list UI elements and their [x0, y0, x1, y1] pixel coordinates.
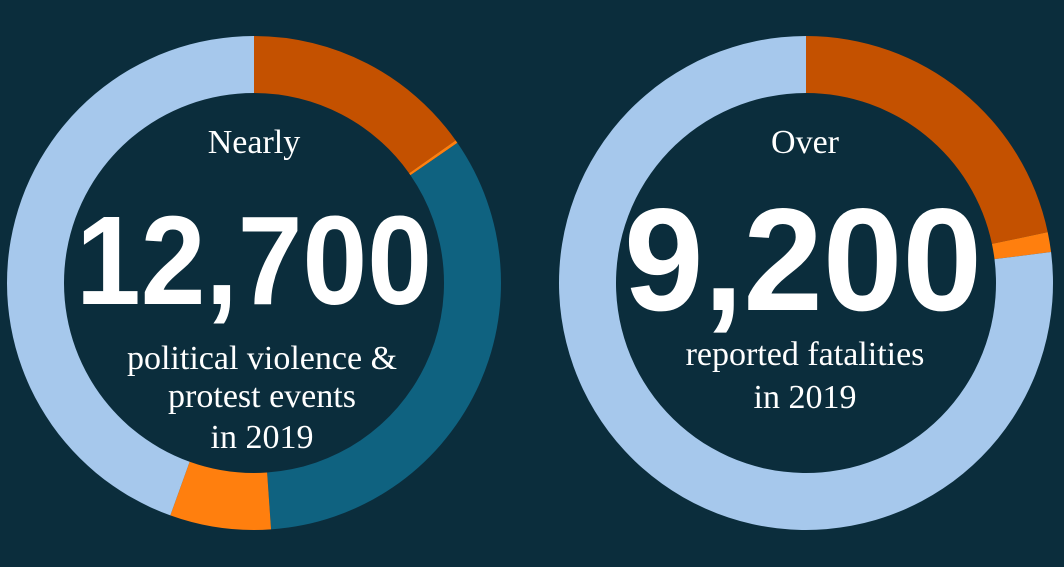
- fatalities-caption-line-1: reported fatalities: [686, 336, 925, 373]
- events-caption-line-2: protest events: [168, 378, 356, 415]
- slices-events: [7, 36, 502, 530]
- fatalities-headline: 9,200: [624, 178, 982, 341]
- events-headline: 12,700: [76, 190, 432, 331]
- donut-chart-fatalities: Over 9,200 reported fatalities in 2019: [559, 36, 1053, 531]
- donut-chart-events: Nearly 12,700 political violence & prote…: [7, 36, 502, 530]
- donut-slice: [267, 142, 502, 530]
- donut-slice: [7, 36, 254, 516]
- donut-slice: [170, 461, 272, 530]
- events-caption-line-3: in 2019: [211, 419, 314, 456]
- donut-slice: [806, 36, 1048, 244]
- donut-slice: [409, 140, 458, 176]
- donut-slice: [254, 36, 456, 174]
- slices-fatalities: [559, 36, 1053, 531]
- events-prefix: Nearly: [208, 124, 301, 161]
- fatalities-caption-line-2: in 2019: [754, 379, 857, 416]
- events-caption-line-1: political violence &: [127, 340, 397, 377]
- donut-slice: [991, 232, 1052, 260]
- fatalities-prefix: Over: [771, 124, 840, 161]
